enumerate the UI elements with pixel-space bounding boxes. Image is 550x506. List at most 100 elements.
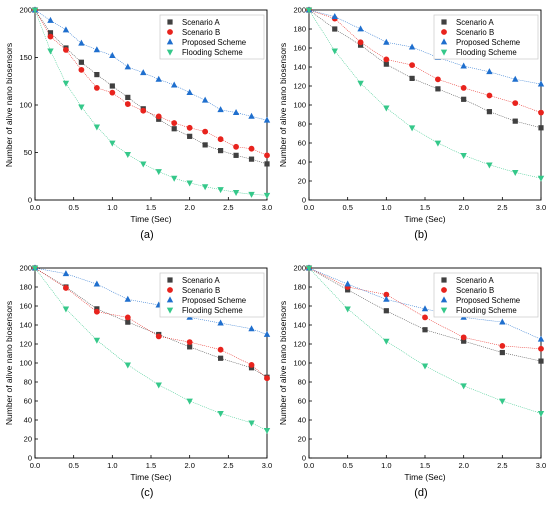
legend-marker <box>167 287 173 293</box>
legend-marker <box>440 296 448 303</box>
y-tick-label: 20 <box>24 435 32 444</box>
data-point <box>186 89 193 96</box>
legend-box <box>159 272 265 318</box>
legend-box <box>159 14 265 60</box>
data-point <box>93 46 101 53</box>
data-point <box>264 152 270 159</box>
series-line <box>34 9 268 165</box>
data-point <box>408 43 416 50</box>
x-tick-label: 0.5 <box>342 461 352 470</box>
legend-entry: Scenario B <box>182 28 220 37</box>
legend-entry: Scenario B <box>456 286 494 295</box>
legend-marker <box>440 38 448 45</box>
legend-entry: Proposed Scheme <box>182 296 246 305</box>
data-point <box>331 48 338 55</box>
data-point <box>538 358 544 364</box>
y-tick-label: 180 <box>293 283 306 292</box>
data-point <box>383 295 390 302</box>
data-point <box>499 398 506 405</box>
data-point <box>499 343 506 349</box>
series-flooding-scheme <box>305 265 545 417</box>
data-point <box>383 38 390 45</box>
y-tick-label: 200 <box>19 6 32 15</box>
x-tick-label: 3.0 <box>262 203 272 212</box>
legend-box <box>433 272 539 318</box>
legend-marker <box>166 307 174 314</box>
series-line <box>308 9 542 113</box>
series-line <box>308 9 542 179</box>
data-point <box>202 142 208 148</box>
legend-marker <box>440 307 448 314</box>
data-point <box>512 170 519 177</box>
data-point <box>124 314 131 321</box>
data-point <box>537 175 545 182</box>
y-tick-label: 100 <box>293 101 306 110</box>
legend-entry: Proposed Scheme <box>456 38 520 47</box>
data-point <box>537 80 545 87</box>
data-point <box>217 136 224 143</box>
y-tick-label: 60 <box>298 139 306 148</box>
x-tick-label: 0.5 <box>68 203 78 212</box>
data-point <box>538 345 544 352</box>
legend-marker <box>441 277 447 283</box>
data-point <box>460 383 467 390</box>
y-tick-label: 20 <box>298 435 306 444</box>
y-tick-label: 160 <box>293 302 306 311</box>
data-point <box>486 162 493 169</box>
y-tick-label: 200 <box>19 264 32 273</box>
data-point <box>201 184 209 191</box>
panel-caption: (b) <box>414 229 427 241</box>
data-point <box>512 75 519 82</box>
series-line <box>34 9 268 196</box>
y-tick-label: 40 <box>298 158 306 167</box>
series-line <box>308 9 542 85</box>
data-point <box>383 56 390 63</box>
data-point <box>232 190 240 196</box>
series-flooding-scheme <box>31 265 271 435</box>
data-point <box>422 327 428 333</box>
data-point <box>248 191 255 198</box>
y-tick-label: 40 <box>24 416 32 425</box>
data-point <box>124 362 131 369</box>
series-proposed-scheme <box>31 6 271 123</box>
data-point <box>357 25 364 32</box>
data-point <box>460 152 467 159</box>
y-tick-label: 140 <box>19 321 32 330</box>
data-point <box>460 334 467 341</box>
x-tick-label: 2.5 <box>223 203 233 212</box>
data-point <box>538 109 544 116</box>
legend-marker <box>441 287 447 293</box>
x-tick-label: 1.0 <box>381 203 391 212</box>
data-point <box>217 319 224 326</box>
data-point <box>155 75 162 82</box>
y-tick-label: 100 <box>293 359 306 368</box>
series-line <box>34 267 268 378</box>
data-point <box>93 308 100 315</box>
chart-panel-3: 0.0 0.5 1.0 1.5 2.0 2.5 3.0 0 20 40 60 80 100 120 140 1… <box>4 264 272 499</box>
data-point <box>217 187 224 194</box>
y-tick-label: 80 <box>24 378 32 387</box>
y-tick-label: 80 <box>298 120 306 129</box>
chart-panel-2: 0.0 0.5 1.0 1.5 2.0 2.5 3.0 0 20 40 60 80 100 120 140 1… <box>278 6 546 241</box>
y-tick-label: 100 <box>19 101 32 110</box>
legend-marker <box>441 19 447 25</box>
y-tick-label: 40 <box>298 416 306 425</box>
data-point <box>31 265 39 272</box>
x-tick-label: 2.0 <box>184 203 194 212</box>
data-point <box>264 375 270 382</box>
data-point <box>78 104 85 111</box>
data-point <box>187 344 193 350</box>
data-point <box>62 26 70 33</box>
data-point <box>537 335 545 342</box>
data-point <box>248 325 255 332</box>
x-tick-label: 2.0 <box>458 203 468 212</box>
data-point <box>357 80 364 87</box>
data-point <box>201 96 209 103</box>
data-point <box>344 306 351 313</box>
data-point <box>331 13 338 20</box>
y-axis-label: Number of alive nano biosensors <box>278 301 288 425</box>
data-point <box>109 83 115 89</box>
data-point <box>124 101 131 107</box>
